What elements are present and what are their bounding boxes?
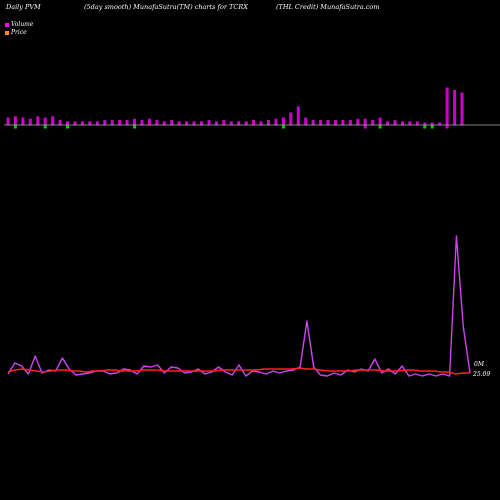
volume-bar [185,121,189,126]
volume-bar [438,122,442,125]
volume-bar [252,120,256,125]
volume-bar [304,117,308,125]
volume-bar [267,120,270,125]
legend-label-price: Price [11,29,27,36]
legend-item-price: Price [5,29,27,36]
volume-bar [453,90,457,125]
volume-bar [229,121,233,126]
volume-bar [460,92,464,125]
volume-end-label: 0M [474,361,485,368]
legend-item-volume: Volume [5,21,33,28]
volume-bar [214,121,218,126]
volume-bar [341,120,345,125]
legend-swatch-volume [5,22,9,27]
volume-bar-down-marker [66,125,69,129]
volume-bar [415,121,419,126]
volume-bar [393,120,397,125]
volume-bar-down-marker [445,125,449,129]
volume-bar-down-marker [281,125,285,129]
volume-bar [73,121,77,126]
legend-label-volume: Volume [11,21,34,28]
volume-bar [162,121,166,126]
volume-smoothed-line [7,235,471,377]
volume-bar [103,120,107,125]
volume-bar [296,106,300,126]
volume-bar [326,120,330,125]
volume-bar-down-marker [423,125,427,129]
volume-bar [430,122,434,125]
volume-bar [147,118,151,126]
volume-bar [200,121,203,126]
volume-bar [363,118,367,126]
volume-bar [88,121,92,126]
volume-bar [58,120,62,125]
volume-bar-down-marker [13,125,17,129]
volume-bar-down-marker [363,125,367,129]
volume-bar [125,120,129,125]
volume-bar [408,121,412,126]
volume-bar-down-marker [133,125,136,129]
volume-bar [13,116,17,126]
volume-bar [401,121,404,126]
volume-bar [311,120,315,125]
price-end-label: 25.09 [472,371,490,378]
volume-bar [289,112,293,125]
volume-bar [6,117,10,125]
chart-header-title: (5day smooth) MunafaSutra(TM) charts for… [84,3,248,11]
volume-bar [348,120,352,125]
volume-bar-down-marker [378,125,382,129]
volume-bar [36,116,40,126]
volume-bar [155,120,159,125]
volume-bar [237,121,241,126]
volume-bar [207,120,211,125]
volume-bar [222,120,226,125]
volume-bar [423,122,427,125]
legend-swatch-price [5,30,9,35]
volume-bar [319,120,323,125]
volume-bar [80,121,84,126]
volume-bar [445,87,449,125]
volume-bar [259,121,263,126]
volume-bar [281,117,285,125]
volume-bar [371,120,375,125]
volume-bar [21,117,25,125]
volume-bar [334,120,337,125]
volume-bar [51,116,55,126]
volume-bar [28,118,32,126]
volume-bar [140,120,144,125]
volume-bar [356,118,360,126]
volume-bar [244,121,248,126]
volume-bar [386,121,390,126]
volume-bar [118,120,122,125]
volume-bar-down-marker [43,125,47,129]
chart-header-source: (THL Credit) MunafaSutra.com [276,3,380,11]
volume-bar [43,117,47,125]
price-line [7,367,470,375]
volume-bar [110,120,114,125]
chart-header-left: Daily PVM [6,3,41,11]
price-volume-lines [7,235,471,377]
volume-bar [274,118,278,126]
volume-bar [170,120,174,125]
volume-bar [95,121,99,126]
volume-bars [6,87,464,129]
volume-bar [192,121,196,126]
volume-bar [177,121,181,126]
volume-bar-down-marker [430,125,434,129]
volume-bar [378,117,382,125]
volume-bar [133,118,136,126]
volume-bar [66,121,69,126]
